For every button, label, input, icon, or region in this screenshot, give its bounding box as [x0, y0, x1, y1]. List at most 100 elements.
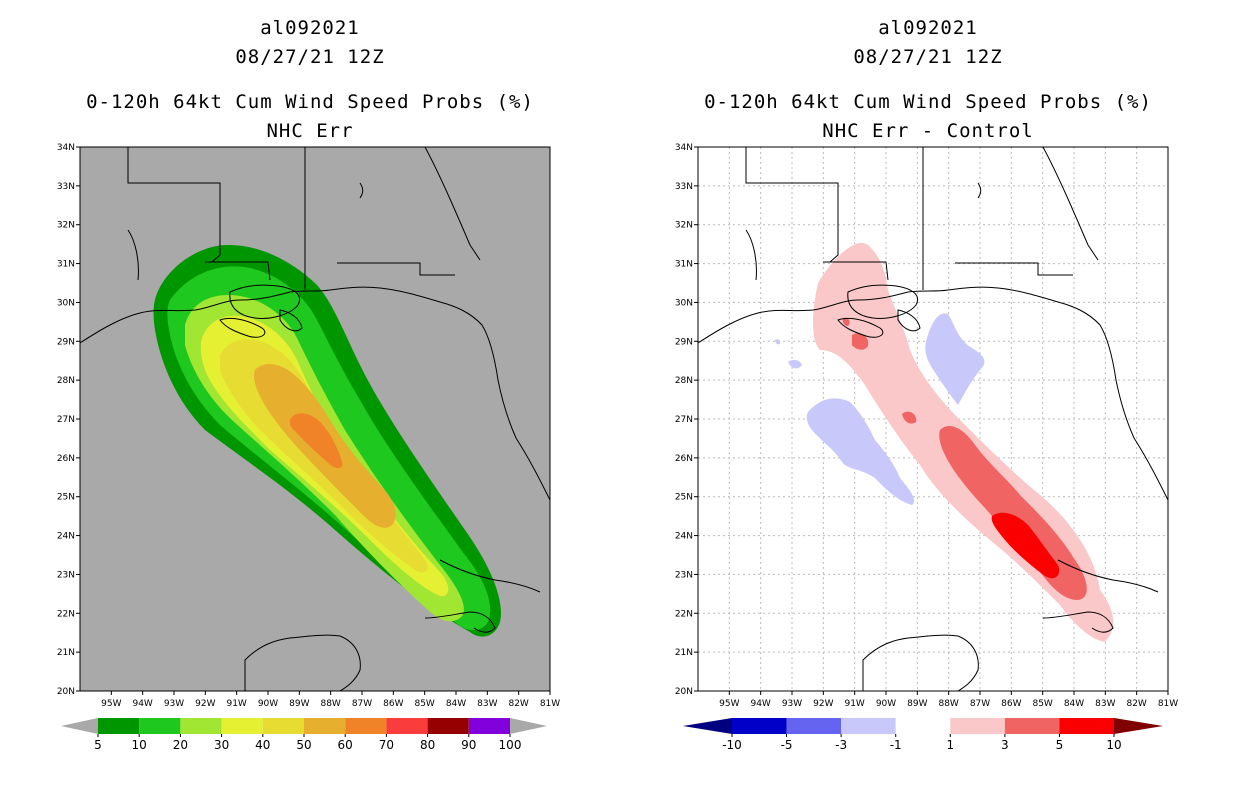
lon-tick-label: 81W [1158, 699, 1178, 709]
lat-tick-label: 31N [57, 260, 75, 270]
lon-tick-label: 95W [719, 699, 739, 709]
lat-tick-label: 33N [675, 182, 693, 192]
colorbar-label: 20 [173, 738, 188, 752]
colorbar-segment [304, 718, 346, 734]
lon-tick-label: 90W [258, 699, 278, 709]
colorbar-segment [468, 718, 510, 734]
left-axis-labels: 34N 33N 32N 31N 30N 29N 28N 27N 26N 25N 24N 23N 22N 2… [57, 143, 560, 709]
lon-tick-label: 93W [782, 699, 802, 709]
lat-tick-label: 26N [675, 454, 693, 464]
lon-tick-label: 81W [540, 699, 560, 709]
right-axis-labels: 34N 33N 32N 31N 30N 29N 28N 27N 26N 25N 24N 23N 22N 2… [675, 143, 1178, 709]
colorbar-segment [895, 718, 951, 734]
colorbar-segment [1059, 718, 1114, 734]
lon-tick-label: 85W [1032, 699, 1052, 709]
lon-tick-label: 82W [508, 699, 528, 709]
colorbar-label: 80 [420, 738, 435, 752]
colorbar-label: -3 [835, 738, 847, 752]
colorbar-label: 50 [296, 738, 311, 752]
left-product-title: 0-120h 64kt Cum Wind Speed Probs (%) [86, 91, 534, 113]
lat-tick-label: 28N [57, 376, 75, 386]
lon-tick-label: 91W [226, 699, 246, 709]
lat-tick-label: 30N [675, 298, 693, 308]
colorbar-segment [732, 718, 787, 734]
colorbar-label: 30 [214, 738, 229, 752]
colorbar-underflow-arrow [60, 718, 98, 734]
lon-tick-label: 93W [164, 699, 184, 709]
lon-tick-label: 88W [938, 699, 958, 709]
left-coastlines [80, 147, 550, 691]
lon-tick-label: 86W [1001, 699, 1021, 709]
colorbar-segment [180, 718, 222, 734]
lon-tick-label: 91W [844, 699, 864, 709]
lat-tick-label: 34N [675, 143, 693, 153]
lat-tick-label: 32N [675, 221, 693, 231]
lat-tick-label: 27N [675, 415, 693, 425]
lat-tick-label: 20N [57, 687, 75, 697]
lat-tick-label: 34N [57, 143, 75, 153]
colorbar-segment [386, 718, 428, 734]
lon-tick-label: 83W [1095, 699, 1115, 709]
lat-tick-label: 25N [675, 493, 693, 503]
colorbar-segment [139, 718, 181, 734]
colorbar-label: 5 [1056, 738, 1064, 752]
colorbar-label: 40 [255, 738, 270, 752]
colorbar-overflow-arrow [1114, 718, 1164, 734]
right-map-panel [697, 146, 1169, 692]
colorbar-segment [262, 718, 304, 734]
colorbar-segment [427, 718, 469, 734]
lat-tick-label: 29N [675, 337, 693, 347]
lon-tick-label: 90W [876, 699, 896, 709]
lon-tick-label: 95W [101, 699, 121, 709]
right-coastlines [698, 147, 1168, 691]
diff-pos-3-5-d [842, 317, 850, 326]
colorbar-label: 10 [132, 738, 147, 752]
right-datetime: 08/27/21 12Z [853, 46, 1003, 68]
lat-tick-label: 31N [675, 260, 693, 270]
colorbar-label: -1 [890, 738, 902, 752]
lon-tick-label: 84W [446, 699, 466, 709]
colorbar-overflow-arrow [510, 718, 548, 734]
diff-pos-3-5-c [902, 411, 917, 424]
lat-tick-label: 22N [675, 609, 693, 619]
right-difference-contours [775, 242, 1114, 643]
colorbar-label: 60 [338, 738, 353, 752]
diff-pos-3-5-b [852, 333, 869, 350]
colorbar-label: 10 [1106, 738, 1121, 752]
left-probability-contours [153, 245, 501, 637]
colorbar-label: 100 [499, 738, 522, 752]
diff-neg-1-3-b [925, 313, 985, 405]
lat-tick-label: 21N [675, 648, 693, 658]
right-product-title: 0-120h 64kt Cum Wind Speed Probs (%) [704, 91, 1152, 113]
lat-tick-label: 24N [57, 532, 75, 542]
left-map-panel [79, 146, 551, 692]
right-colorbar: -10 -5 -3 -1 1 3 5 10 [682, 718, 1164, 752]
lon-tick-label: 83W [477, 699, 497, 709]
lat-tick-label: 24N [675, 532, 693, 542]
diff-pos-5-10 [991, 512, 1060, 579]
prob-60-contour [289, 413, 343, 469]
lat-tick-label: 32N [57, 221, 75, 231]
colorbar-segment [841, 718, 896, 734]
lon-tick-label: 85W [414, 699, 434, 709]
diff-neg-1-3-a [806, 398, 915, 505]
left-subtitle: NHC Err [266, 120, 354, 142]
colorbar-label: 70 [379, 738, 394, 752]
colorbar-label: 5 [94, 738, 102, 752]
diff-neg-1-3-d [775, 339, 781, 345]
colorbar-label: 90 [461, 738, 476, 752]
colorbar-segment [786, 718, 842, 734]
left-storm-id: al092021 [260, 17, 360, 39]
lat-tick-label: 22N [57, 609, 75, 619]
colorbar-segment [1004, 718, 1060, 734]
left-colorbar: 5 10 20 30 40 50 60 70 80 90 100 [60, 718, 548, 752]
colorbar-segment [98, 718, 140, 734]
left-datetime: 08/27/21 12Z [235, 46, 385, 68]
lon-tick-label: 92W [813, 699, 833, 709]
lat-tick-label: 23N [675, 570, 693, 580]
lon-tick-label: 94W [132, 699, 152, 709]
lon-tick-label: 94W [750, 699, 770, 709]
colorbar-label: 3 [1001, 738, 1009, 752]
lat-tick-label: 25N [57, 493, 75, 503]
